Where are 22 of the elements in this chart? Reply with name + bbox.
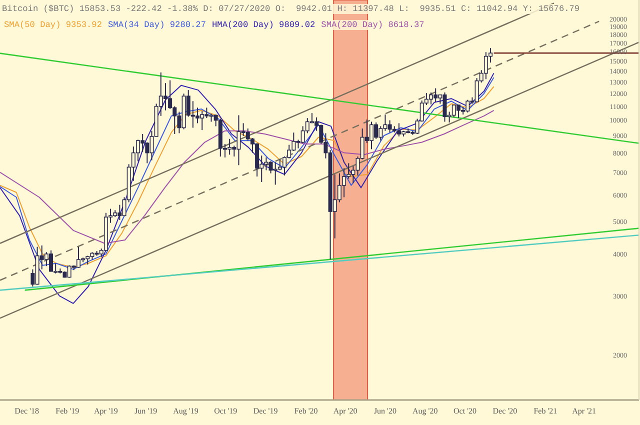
text: Bitcoin ($BTC) 15853.53 -222.42 -1.38% D: 07/27/2020 O: 9942.01 H: 11397.48 L: 9935.51 C: 11042.94 Y: 15676.79 [2,4,580,14]
text: SMA(34 Day) 9280.27 [108,20,206,30]
x-tick-label: Apr '20 [333,406,358,416]
x-tick-label: Feb '21 [534,406,558,416]
text: SMA(50 Day) 9353.92 [4,20,102,30]
x-tick-label: Jun '20 [374,406,397,416]
x-tick-label: Apr '19 [94,406,118,416]
x-tick-label: Jun '19 [134,406,158,416]
x-tick-label: Aug '19 [173,406,198,416]
x-tick-label: Dec '18 [14,406,39,416]
x-tick-label: Apr '21 [572,406,596,416]
x-tick-label: Aug '20 [412,406,438,416]
line-series [0,110,494,244]
x-tick-label: Dec '19 [253,406,278,416]
x-tick-label: Oct '19 [214,406,238,416]
text: HMA(200 Day) 9809.02 [212,20,316,30]
x-tick-label: Dec '20 [492,406,518,416]
x-tick-label: Feb '20 [294,406,318,416]
text: SMA(200 Day) 8618.37 [321,20,424,30]
x-tick-label: Oct '20 [454,406,477,416]
x-tick-label: Feb '19 [56,406,80,416]
line-series [0,72,494,304]
